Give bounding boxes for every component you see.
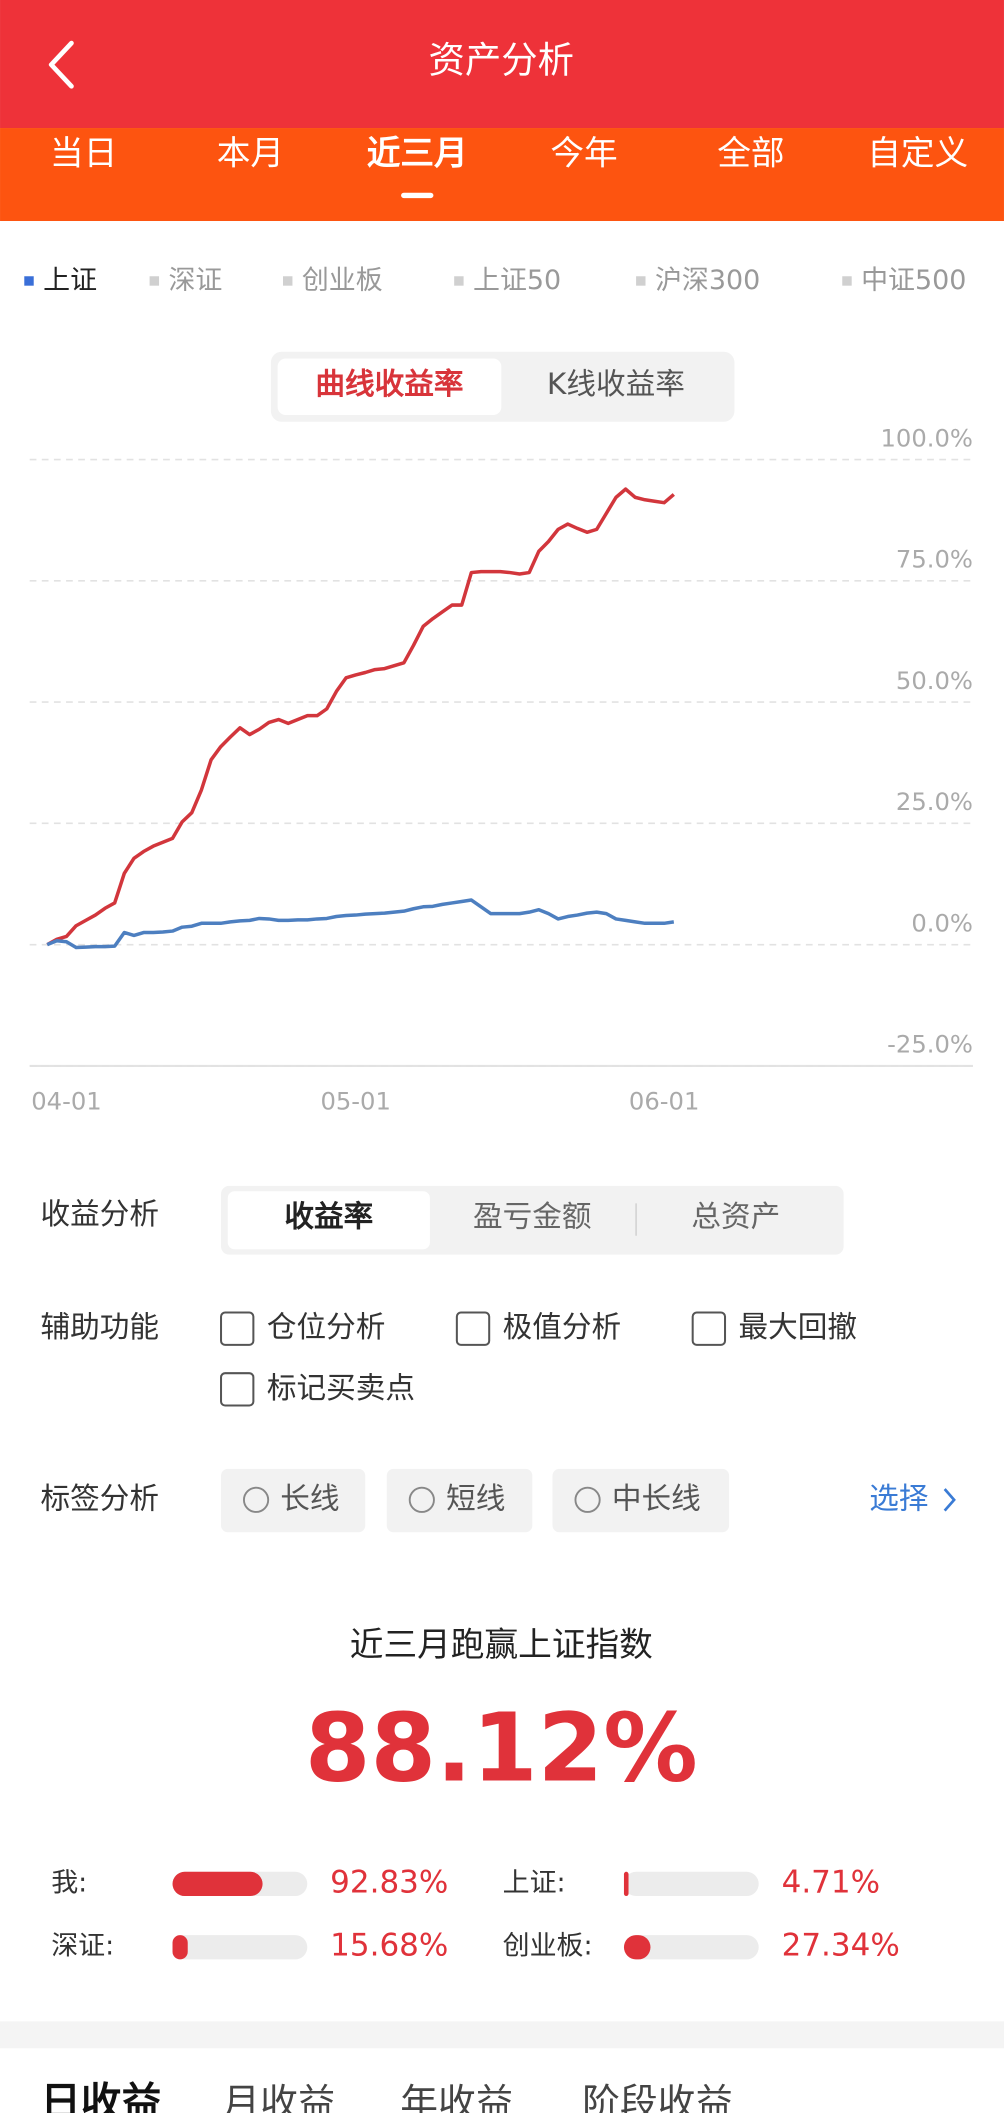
analysis-option[interactable]: 收益率 bbox=[284, 1199, 373, 1234]
compare-value: 92.83% bbox=[330, 1864, 448, 1900]
period-tab-bar bbox=[0, 128, 1004, 222]
checkbox-label[interactable]: 标记买卖点 bbox=[267, 1370, 415, 1405]
bottom-tab[interactable]: 年收益 bbox=[400, 2080, 513, 2113]
bottom-tab[interactable]: 月收益 bbox=[222, 2080, 335, 2113]
line-series bbox=[46, 898, 675, 950]
index-marker[interactable] bbox=[149, 276, 160, 286]
period-tab[interactable]: 全部 bbox=[717, 133, 784, 172]
compare-track bbox=[623, 1935, 759, 1960]
period-tab[interactable]: 近三月 bbox=[367, 133, 468, 172]
index-option[interactable]: 创业板 bbox=[302, 265, 383, 296]
index-marker[interactable] bbox=[283, 276, 293, 286]
checkbox[interactable] bbox=[220, 1372, 255, 1407]
radio[interactable] bbox=[242, 1486, 270, 1513]
tag-label[interactable]: 长线 bbox=[280, 1480, 339, 1515]
index-marker[interactable] bbox=[842, 276, 852, 286]
index-marker[interactable] bbox=[454, 276, 464, 286]
compare-value: 27.34% bbox=[782, 1928, 900, 1964]
compare-label: 上证: bbox=[503, 1867, 566, 1898]
index-marker[interactable] bbox=[636, 276, 646, 286]
checkbox-label[interactable]: 极值分析 bbox=[503, 1309, 621, 1344]
section-separator bbox=[0, 2021, 1004, 2049]
y-tick-label: 100.0% bbox=[881, 423, 973, 452]
toggle-selected bbox=[277, 358, 502, 416]
checkbox[interactable] bbox=[691, 1311, 727, 1346]
compare-value: 15.68% bbox=[330, 1928, 448, 1964]
line-series bbox=[46, 487, 675, 947]
tag-label[interactable]: 短线 bbox=[446, 1480, 505, 1515]
y-tick-label: 0.0% bbox=[911, 908, 973, 937]
index-option[interactable]: 上证 bbox=[43, 265, 97, 296]
tag-chip[interactable] bbox=[386, 1468, 533, 1533]
period-tab[interactable]: 本月 bbox=[217, 133, 284, 172]
compare-label: 创业板: bbox=[503, 1931, 593, 1962]
summary-headline: 88.12% bbox=[305, 1693, 698, 1803]
checkbox[interactable] bbox=[220, 1311, 255, 1346]
x-tick-label: 04-01 bbox=[31, 1086, 101, 1115]
row-label: 辅助功能 bbox=[40, 1309, 159, 1344]
bottom-tab[interactable]: 阶段收益 bbox=[582, 2080, 733, 2113]
page-title: 资产分析 bbox=[429, 38, 575, 81]
summary-title: 近三月跑赢上证指数 bbox=[350, 1625, 653, 1664]
tag-chip[interactable] bbox=[552, 1468, 730, 1533]
compare-label: 我: bbox=[51, 1867, 87, 1898]
segment-selected bbox=[227, 1191, 430, 1250]
header-bar bbox=[0, 0, 1004, 129]
index-marker[interactable] bbox=[24, 276, 34, 286]
tag-chip[interactable] bbox=[221, 1468, 366, 1533]
radio[interactable] bbox=[574, 1486, 601, 1513]
select-link[interactable]: 选择 bbox=[869, 1480, 928, 1515]
back-button[interactable] bbox=[48, 40, 74, 89]
row-label: 收益分析 bbox=[40, 1196, 159, 1231]
chart-mode-option[interactable]: K线收益率 bbox=[547, 366, 685, 401]
checkbox-label[interactable]: 仓位分析 bbox=[267, 1309, 386, 1344]
checkbox[interactable] bbox=[455, 1311, 491, 1346]
select-chevron[interactable] bbox=[943, 1488, 956, 1512]
y-tick-label: -25.0% bbox=[887, 1030, 973, 1059]
compare-track bbox=[172, 1935, 308, 1960]
bottom-tab[interactable]: 日收益 bbox=[40, 2078, 161, 2113]
compare-bar bbox=[623, 1935, 651, 1960]
period-tab[interactable]: 当日 bbox=[50, 133, 117, 172]
checkbox-label[interactable]: 最大回撤 bbox=[738, 1309, 857, 1344]
index-option[interactable]: 深证 bbox=[168, 265, 222, 296]
chart-mode-option[interactable]: 曲线收益率 bbox=[315, 366, 463, 401]
analysis-option[interactable]: 盈亏金额 bbox=[473, 1199, 591, 1234]
y-tick-label: 25.0% bbox=[896, 787, 973, 816]
y-tick-label: 50.0% bbox=[896, 666, 973, 695]
period-tab[interactable]: 今年 bbox=[550, 133, 617, 172]
compare-track bbox=[623, 1871, 759, 1897]
index-option[interactable]: 上证50 bbox=[473, 265, 561, 296]
active-tab-indicator bbox=[401, 192, 434, 199]
period-tab[interactable]: 自定义 bbox=[867, 133, 968, 172]
radio[interactable] bbox=[408, 1486, 435, 1513]
analysis-option[interactable]: 总资产 bbox=[691, 1199, 780, 1234]
index-option[interactable]: 中证500 bbox=[861, 265, 966, 296]
row-label: 标签分析 bbox=[40, 1480, 159, 1515]
compare-bar bbox=[623, 1871, 629, 1897]
compare-bar bbox=[172, 1871, 263, 1897]
compare-value: 4.71% bbox=[782, 1864, 880, 1900]
index-option[interactable]: 沪深300 bbox=[655, 265, 760, 296]
tag-label[interactable]: 中长线 bbox=[612, 1480, 701, 1515]
x-tick-label: 06-01 bbox=[629, 1086, 699, 1115]
compare-label: 深证: bbox=[51, 1931, 114, 1962]
x-tick-label: 05-01 bbox=[320, 1086, 390, 1115]
compare-bar bbox=[172, 1935, 188, 1960]
y-tick-label: 75.0% bbox=[896, 545, 973, 574]
